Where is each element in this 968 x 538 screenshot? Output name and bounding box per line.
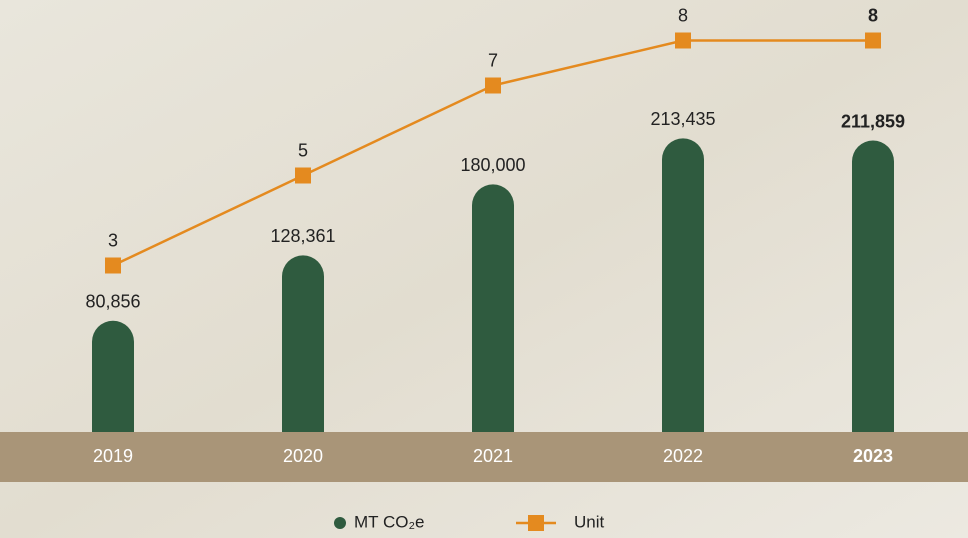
legend-swatch [334, 517, 346, 529]
x-tick-label: 2019 [93, 446, 133, 466]
line-value-label: 8 [868, 5, 878, 25]
bar [92, 320, 134, 432]
bar [852, 140, 894, 432]
bar-value-label: 211,859 [841, 111, 905, 131]
bar [282, 255, 324, 432]
bar-value-label: 180,000 [460, 155, 525, 175]
bar-value-label: 213,435 [650, 109, 715, 129]
x-tick-label: 2022 [663, 446, 703, 466]
line-marker [105, 257, 121, 274]
bar-value-label: 128,361 [270, 226, 335, 246]
bar-value-label: 80,856 [85, 292, 140, 312]
line-marker [295, 167, 311, 184]
legend-label: Unit [574, 512, 605, 531]
legend: MT CO₂e Unit [334, 512, 605, 531]
line-value-label: 7 [488, 50, 498, 70]
line-marker [675, 32, 691, 49]
x-tick-label: 2021 [473, 446, 513, 466]
category-band [0, 432, 968, 482]
bar [662, 138, 704, 433]
line-value-label: 8 [678, 5, 688, 25]
legend-swatch-marker [528, 515, 544, 531]
line-value-label: 3 [108, 230, 118, 250]
x-tick-label: 2020 [283, 446, 323, 466]
legend-label: MT CO₂e [354, 512, 425, 531]
bar [472, 184, 514, 432]
x-tick-label: 2023 [853, 446, 893, 466]
line-marker [485, 77, 501, 94]
line-marker [865, 32, 881, 49]
line-value-label: 5 [298, 140, 308, 160]
